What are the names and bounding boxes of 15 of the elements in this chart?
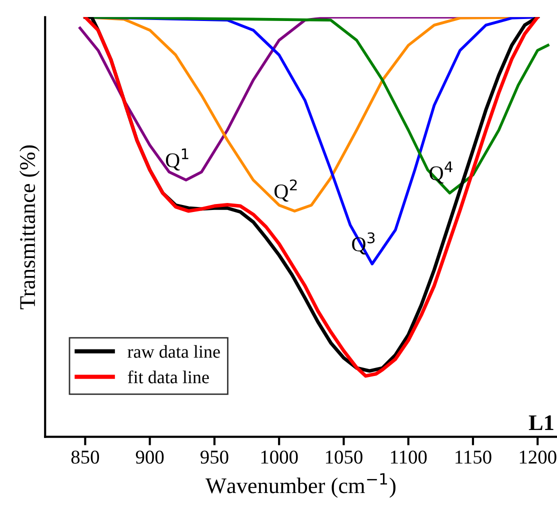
x-tick-label: 900 [136,450,164,464]
x-tick-label: 950 [200,450,228,464]
x-tick-label: 1000 [261,450,298,464]
x-tick-label: 1200 [520,450,556,464]
x-tick-label: 850 [71,450,100,464]
y-axis-title: Transmittance (%) [19,145,40,310]
x-tick-label: 1100 [390,450,427,464]
x-axis-title: Wavenumber (cm$^{−1}$) [206,473,396,498]
annotation: L1 [528,415,554,430]
series-label: Q$^{2}$ [274,179,297,202]
series-label: Q$^{1}$ [166,148,188,170]
x-tick-label: 1150 [456,450,492,464]
x-tick-label: 1050 [326,450,362,464]
legend-label: raw data line [128,345,220,358]
legend-label: fit data line [128,370,209,384]
